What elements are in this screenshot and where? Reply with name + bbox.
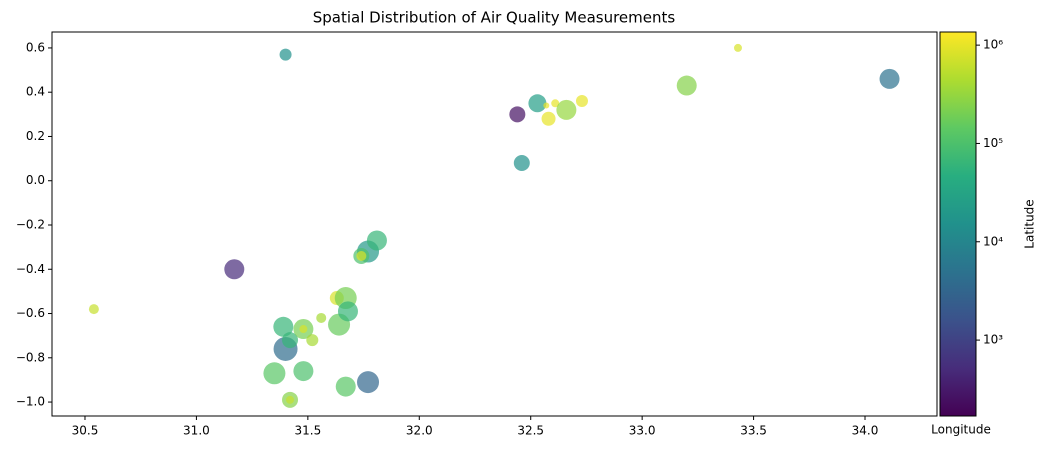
colorbar-tick-label: 10⁶ bbox=[983, 38, 1003, 52]
colorbar-tick-label: 10⁵ bbox=[983, 136, 1003, 150]
y-tick-label: 0.2 bbox=[26, 129, 45, 143]
scatter-point bbox=[263, 362, 286, 385]
scatter-point bbox=[676, 75, 697, 96]
scatter-point bbox=[528, 94, 547, 113]
scatter-point bbox=[513, 155, 530, 172]
scatter-point bbox=[543, 102, 550, 109]
x-tick-label: 30.5 bbox=[72, 424, 99, 438]
scatter-point bbox=[282, 332, 299, 349]
y-tick-label: 0.4 bbox=[26, 85, 45, 99]
y-tick-label: 0.0 bbox=[26, 173, 45, 187]
scatter-point bbox=[306, 334, 319, 347]
scatter-point bbox=[356, 250, 367, 261]
x-tick-label: 33.5 bbox=[740, 424, 767, 438]
scatter-point bbox=[509, 106, 526, 123]
scatter-point bbox=[541, 111, 556, 126]
scatter-point bbox=[366, 230, 387, 251]
scatter-point bbox=[299, 325, 308, 334]
scatter-point bbox=[879, 68, 900, 89]
scatter-point bbox=[286, 395, 295, 404]
scatter-point bbox=[551, 99, 560, 108]
scatter-point bbox=[575, 95, 588, 108]
scatter-point bbox=[273, 316, 294, 337]
scatter-point bbox=[279, 48, 292, 61]
x-tick-label: 32.5 bbox=[517, 424, 544, 438]
x-axis-label: Longitude bbox=[931, 423, 991, 437]
y-tick-label: −0.8 bbox=[16, 350, 45, 364]
x-tick-label: 33.0 bbox=[629, 424, 656, 438]
scatter-point bbox=[335, 376, 356, 397]
y-tick-label: −1.0 bbox=[16, 395, 45, 409]
x-tick-label: 32.0 bbox=[406, 424, 433, 438]
scatter-point bbox=[337, 301, 358, 322]
y-tick-label: −0.6 bbox=[16, 306, 45, 320]
scatter-point bbox=[224, 259, 245, 280]
scatter-point bbox=[88, 304, 99, 315]
x-tick-label: 31.0 bbox=[183, 424, 210, 438]
x-tick-label: 31.5 bbox=[294, 424, 321, 438]
x-tick-label: 34.0 bbox=[852, 424, 879, 438]
colorbar bbox=[939, 31, 977, 417]
colorbar-label: Latitude bbox=[1023, 199, 1037, 248]
colorbar-tick-label: 10⁴ bbox=[983, 234, 1003, 248]
scatter-point bbox=[556, 99, 577, 120]
chart-title: Spatial Distribution of Air Quality Meas… bbox=[313, 9, 676, 27]
scatter-point bbox=[357, 371, 380, 394]
y-tick-label: −0.4 bbox=[16, 262, 45, 276]
y-tick-label: 0.6 bbox=[26, 40, 45, 54]
y-tick-label: −0.2 bbox=[16, 217, 45, 231]
scatter-point bbox=[293, 361, 314, 382]
colorbar-tick-label: 10³ bbox=[983, 333, 1003, 347]
scatter-point bbox=[733, 43, 742, 52]
scatter-point bbox=[316, 312, 327, 323]
plot-frame bbox=[51, 31, 938, 417]
